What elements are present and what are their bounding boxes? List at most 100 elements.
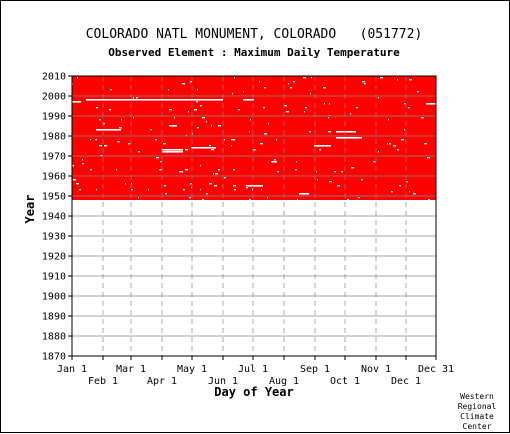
missing-speck (329, 181, 332, 183)
missing-speck (160, 161, 162, 163)
missing-speck (399, 185, 401, 187)
missing-speck (206, 121, 207, 123)
missing-speck (185, 169, 188, 171)
y-tick-label: 1970 (42, 152, 66, 163)
missing-speck (243, 91, 244, 93)
missing-segment (72, 101, 81, 103)
x-tick-label: Aug 1 (269, 376, 299, 387)
missing-speck (192, 133, 193, 135)
missing-speck (409, 79, 412, 81)
chart-title: COLORADO NATL MONUMENT, COLORADO (051772… (86, 27, 423, 42)
y-tick-label: 1940 (42, 212, 66, 223)
credit-line-1: Western (460, 392, 494, 401)
missing-segment (336, 131, 356, 133)
missing-speck (175, 149, 178, 151)
credit-line-3: Climate (460, 412, 494, 421)
missing-segment (243, 99, 254, 101)
missing-speck (233, 185, 236, 187)
missing-segment (96, 129, 121, 131)
missing-speck (73, 179, 76, 181)
missing-speck (406, 181, 408, 183)
x-tick-label: Jul 1 (238, 364, 268, 375)
credit-line-4: Center (463, 422, 492, 431)
missing-speck (131, 183, 132, 185)
missing-speck (232, 93, 233, 95)
y-tick-label: 1890 (42, 312, 66, 323)
missing-speck (288, 83, 289, 85)
x-axis: Jan 1 Mar 1 May 1 Jul 1 Sep 1 Nov 1 Dec 31 Feb … (57, 356, 454, 387)
missing-speck (378, 97, 379, 99)
missing-speck (408, 107, 410, 109)
missing-speck (104, 145, 107, 147)
missing-speck (79, 189, 81, 191)
missing-speck (183, 189, 185, 191)
missing-speck (397, 79, 398, 81)
missing-speck (284, 105, 287, 107)
missing-speck (328, 131, 331, 133)
missing-speck (274, 159, 276, 161)
missing-speck (213, 173, 214, 175)
y-axis-title: Year (23, 195, 37, 224)
missing-speck (295, 169, 297, 171)
missing-segment (314, 145, 331, 147)
missing-speck (76, 183, 79, 185)
x-tick-label: Jan 1 (57, 364, 87, 375)
missing-speck (323, 87, 326, 89)
missing-speck (310, 93, 311, 95)
missing-speck (197, 89, 198, 91)
missing-speck (358, 197, 360, 199)
missing-speck (350, 113, 351, 115)
missing-speck (362, 81, 365, 83)
missing-speck (404, 129, 405, 131)
y-tick-label: 2000 (42, 92, 66, 103)
missing-speck (188, 111, 189, 113)
missing-speck (109, 109, 111, 111)
missing-speck (260, 143, 263, 145)
missing-speck (150, 129, 152, 131)
missing-speck (211, 149, 214, 151)
missing-speck (286, 111, 289, 113)
missing-speck (138, 151, 140, 153)
missing-speck (427, 157, 430, 159)
missing-speck (209, 145, 211, 147)
missing-speck (197, 127, 199, 129)
missing-speck (334, 171, 336, 173)
x-tick-label: Mar 1 (116, 364, 146, 375)
missing-speck (297, 199, 298, 201)
missing-speck (304, 111, 305, 113)
missing-speck (311, 77, 312, 79)
credit-block: Western Regional Climate Center (458, 392, 497, 431)
missing-speck (413, 193, 416, 195)
missing-speck (202, 117, 205, 119)
data-layer (72, 76, 436, 201)
y-axis: 1870 1880 1890 1900 1910 1920 1930 1940 1950 1960… (42, 72, 72, 363)
missing-speck (168, 89, 169, 91)
missing-speck (214, 185, 217, 187)
missing-speck (380, 77, 383, 79)
missing-speck (200, 165, 201, 167)
missing-speck (293, 81, 295, 83)
missing-speck (190, 183, 192, 185)
missing-speck (364, 83, 366, 85)
x-tick-label: May 1 (177, 364, 207, 375)
missing-speck (103, 123, 105, 125)
missing-speck (99, 119, 101, 121)
missing-speck (169, 109, 172, 111)
missing-speck (119, 127, 122, 129)
missing-speck (417, 91, 419, 93)
y-tick-label: 1900 (42, 292, 66, 303)
missing-speck (356, 107, 358, 109)
missing-speck (200, 105, 202, 107)
missing-speck (209, 183, 212, 185)
missing-speck (305, 107, 307, 109)
missing-speck (191, 187, 192, 189)
missing-speck (211, 125, 212, 127)
missing-speck (276, 139, 277, 141)
credit-line-2: Regional (458, 402, 497, 411)
missing-speck (252, 189, 253, 191)
missing-speck (309, 131, 311, 133)
missing-speck (233, 139, 235, 141)
missing-speck (96, 107, 98, 109)
missing-speck (401, 139, 404, 141)
